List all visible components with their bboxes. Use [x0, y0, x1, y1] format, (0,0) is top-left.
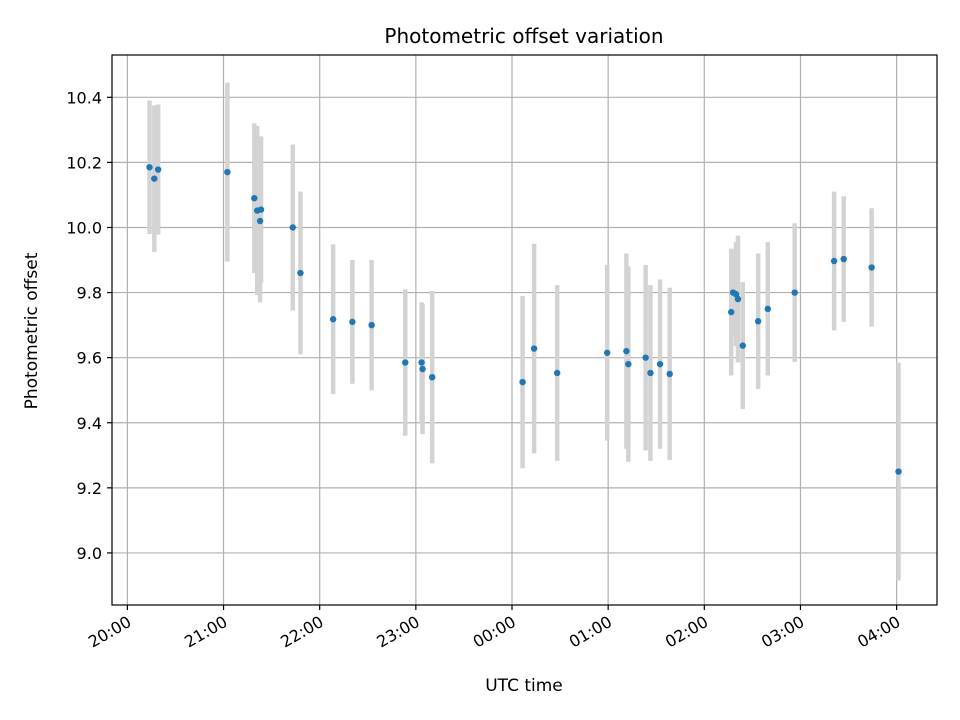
y-tick-label: 9.2: [77, 479, 102, 498]
data-point: [257, 206, 265, 213]
data-point: [329, 316, 337, 323]
data-point: [553, 369, 561, 377]
data-point: [428, 373, 436, 381]
data-point: [739, 342, 746, 349]
chart-title: Photometric offset variation: [384, 24, 663, 48]
data-point: [623, 347, 630, 355]
data-point: [764, 305, 771, 313]
data-point: [519, 378, 526, 386]
y-tick-label: 9.6: [77, 349, 102, 368]
data-point: [666, 370, 673, 378]
data-point: [251, 194, 258, 202]
data-point: [656, 360, 664, 368]
data-point: [728, 308, 735, 316]
data-point: [603, 349, 611, 356]
data-point: [732, 291, 740, 298]
data-point: [647, 369, 654, 377]
data-point: [297, 269, 304, 277]
data-point: [625, 360, 632, 368]
data-point: [642, 354, 649, 361]
data-point: [224, 168, 231, 176]
data-point: [368, 321, 375, 329]
data-point: [830, 257, 838, 265]
data-point: [402, 359, 409, 366]
data-point: [256, 217, 264, 225]
data-point: [868, 264, 875, 271]
data-points: [146, 164, 902, 475]
data-point: [840, 255, 847, 263]
data-point: [418, 359, 425, 366]
data-point: [154, 166, 162, 173]
data-point: [791, 289, 798, 296]
data-point: [754, 318, 762, 325]
x-axis-title: UTC time: [485, 676, 563, 696]
data-point: [734, 295, 742, 303]
data-point: [146, 164, 153, 171]
data-point: [895, 468, 902, 475]
y-tick-label: 9.0: [77, 544, 102, 563]
data-point: [419, 365, 426, 373]
data-point: [530, 345, 538, 352]
y-tick-label: 9.8: [77, 284, 102, 303]
data-point: [289, 224, 296, 231]
data-point: [151, 175, 158, 182]
y-tick-label: 10.0: [66, 218, 102, 237]
plot-frame: [111, 54, 938, 606]
y-axis-title: Photometric offset: [22, 252, 42, 409]
y-axis-ticks: 9.0 9.2 9.4 9.6 9.8 10.0 10.2 10.4: [66, 88, 112, 563]
y-tick-label: 10.4: [66, 88, 102, 107]
y-tick-label: 10.2: [66, 153, 102, 172]
y-tick-label: 9.4: [77, 414, 102, 433]
data-point: [349, 318, 356, 326]
